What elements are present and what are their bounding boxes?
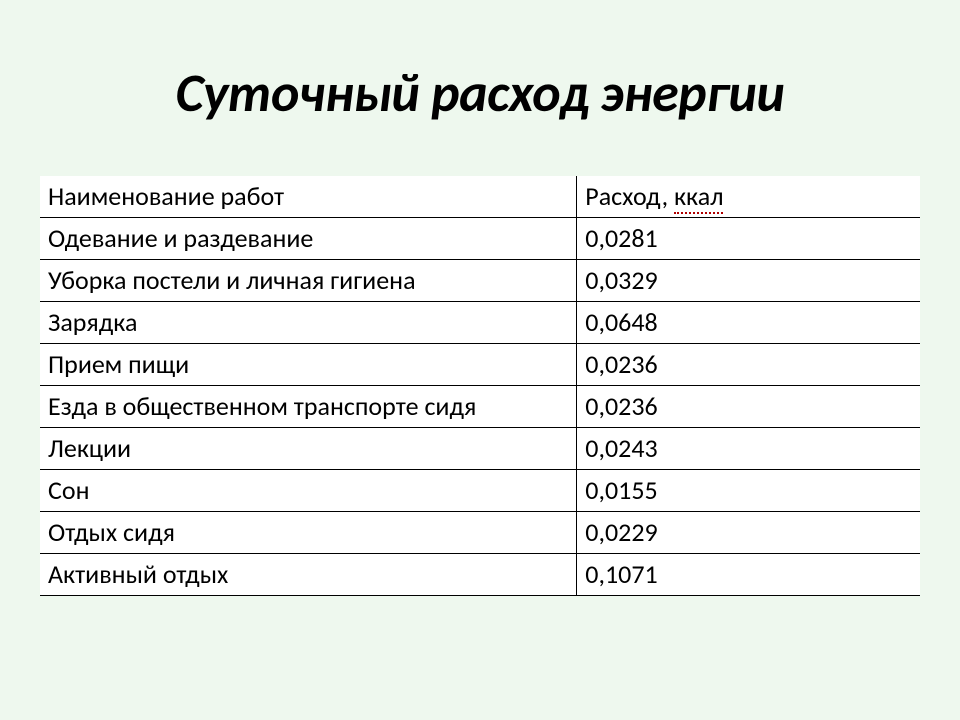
cell-value: 0,0229 (577, 512, 920, 554)
cell-name: Сон (40, 470, 577, 512)
cell-name: Уборка постели и личная гигиена (40, 260, 577, 302)
cell-value: 0,0648 (577, 302, 920, 344)
cell-value: 0,0236 (577, 344, 920, 386)
slide: Суточный расход энергии Наименование раб… (0, 0, 960, 720)
cell-value: 0,0236 (577, 386, 920, 428)
table-row: Прием пищи 0,0236 (40, 344, 920, 386)
col-header-value-prefix: Расход, (585, 180, 674, 212)
table-row: Езда в общественном транспорте сидя 0,02… (40, 386, 920, 428)
table-body: Одевание и раздевание 0,0281 Уборка пост… (40, 218, 920, 596)
cell-name: Прием пищи (40, 344, 577, 386)
table-row: Лекции 0,0243 (40, 428, 920, 470)
table-row: Зарядка 0,0648 (40, 302, 920, 344)
cell-value: 0,0281 (577, 218, 920, 260)
table-row: Уборка постели и личная гигиена 0,0329 (40, 260, 920, 302)
energy-table-container: Наименование работ Расход, ккал Одевание… (40, 176, 920, 596)
energy-table: Наименование работ Расход, ккал Одевание… (40, 176, 920, 596)
cell-name: Одевание и раздевание (40, 218, 577, 260)
cell-name: Езда в общественном транспорте сидя (40, 386, 577, 428)
table-row: Одевание и раздевание 0,0281 (40, 218, 920, 260)
table-row: Активный отдых 0,1071 (40, 554, 920, 596)
cell-value: 0,0155 (577, 470, 920, 512)
page-title: Суточный расход энергии (0, 60, 960, 126)
cell-name: Отдых сидя (40, 512, 577, 554)
col-header-value-unit: ккал (674, 180, 723, 214)
col-header-value: Расход, ккал (577, 176, 920, 218)
table-row: Отдых сидя 0,0229 (40, 512, 920, 554)
cell-name: Зарядка (40, 302, 577, 344)
table-header-row: Наименование работ Расход, ккал (40, 176, 920, 218)
col-header-name: Наименование работ (40, 176, 577, 218)
cell-value: 0,1071 (577, 554, 920, 596)
cell-value: 0,0329 (577, 260, 920, 302)
cell-name: Активный отдых (40, 554, 577, 596)
cell-name: Лекции (40, 428, 577, 470)
table-row: Сон 0,0155 (40, 470, 920, 512)
cell-value: 0,0243 (577, 428, 920, 470)
